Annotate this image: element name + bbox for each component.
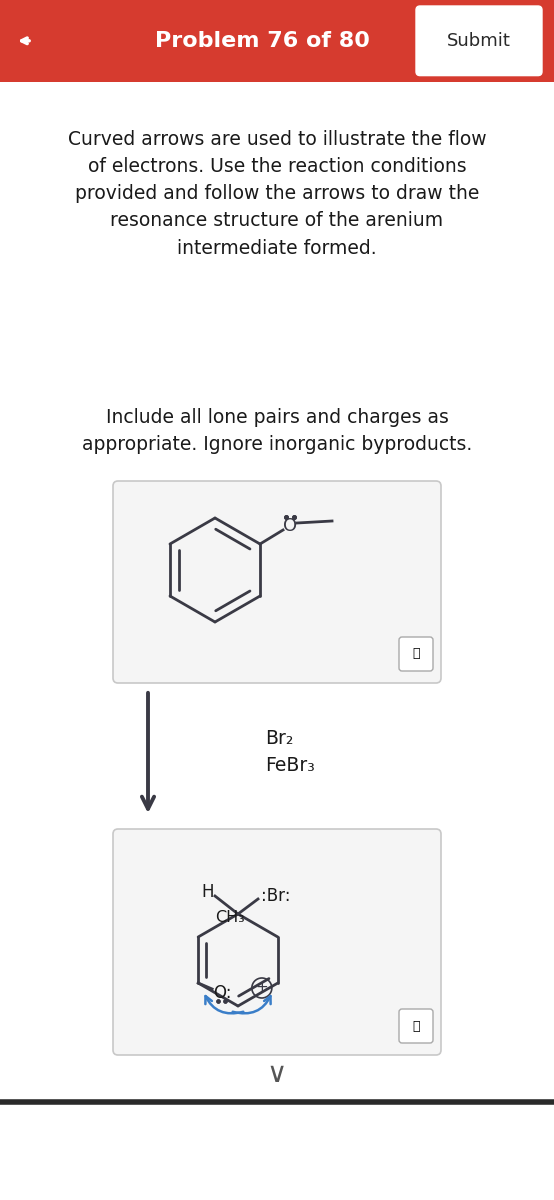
Text: H: H (202, 883, 214, 901)
Text: Submit: Submit (447, 31, 511, 49)
Text: 🔍: 🔍 (412, 648, 420, 660)
Text: +: + (255, 980, 268, 996)
Text: 🔍: 🔍 (412, 1020, 420, 1032)
Text: Problem 76 of 80: Problem 76 of 80 (155, 31, 370, 50)
FancyBboxPatch shape (113, 829, 441, 1055)
Text: Include all lone pairs and charges as
appropriate. Ignore inorganic byproducts.: Include all lone pairs and charges as ap… (82, 408, 472, 455)
Text: CH₃: CH₃ (216, 910, 245, 924)
Text: FeBr₃: FeBr₃ (265, 756, 315, 775)
FancyBboxPatch shape (0, 0, 554, 82)
Text: O:: O: (213, 984, 232, 1002)
Text: :Br:: :Br: (261, 887, 291, 905)
Text: Curved arrows are used to illustrate the flow
of electrons. Use the reaction con: Curved arrows are used to illustrate the… (68, 130, 486, 258)
Text: Br₂: Br₂ (265, 728, 294, 748)
Text: O: O (283, 517, 297, 535)
FancyBboxPatch shape (113, 481, 441, 683)
FancyBboxPatch shape (399, 637, 433, 671)
FancyBboxPatch shape (416, 6, 542, 76)
FancyBboxPatch shape (399, 1009, 433, 1043)
Text: ∨: ∨ (267, 1060, 287, 1088)
